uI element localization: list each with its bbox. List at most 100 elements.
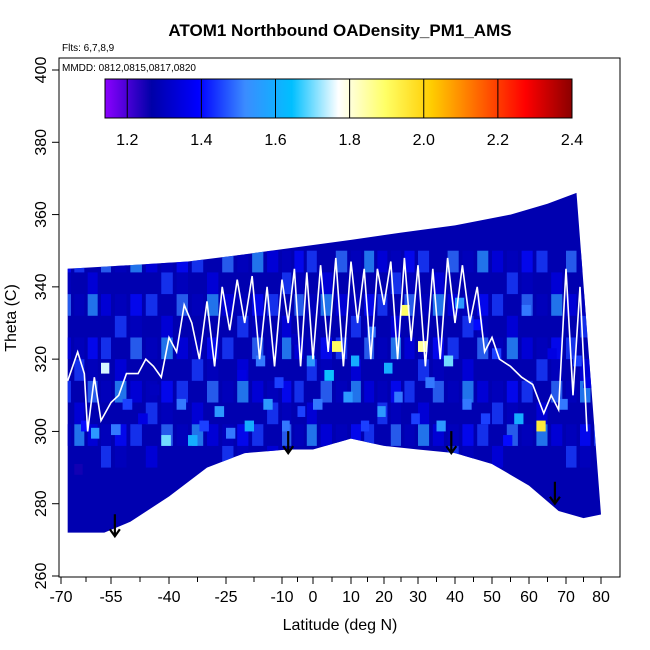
heatmap-cell [536, 420, 546, 432]
heatmap-cell [237, 369, 247, 381]
colorbar-tick-label: 1.4 [190, 132, 212, 149]
heatmap-band [536, 250, 548, 273]
heatmap-band [462, 445, 474, 468]
heatmap-band [130, 250, 142, 273]
heatmap-band [67, 380, 71, 403]
x-tick-label: -70 [49, 589, 72, 606]
y-tick-label: 260 [33, 563, 50, 590]
heatmap-cell [425, 377, 435, 389]
heatmap-band [222, 294, 234, 316]
heatmap-cell [291, 333, 300, 345]
heatmap-cell [492, 348, 502, 360]
data-region [67, 192, 601, 533]
heatmap-band [282, 315, 292, 338]
heatmap-band [306, 402, 317, 425]
heatmap-band [351, 445, 361, 468]
heatmap-band [130, 337, 142, 360]
heatmap-band [222, 445, 234, 468]
heatmap-band [306, 359, 317, 381]
heatmap-band [404, 380, 415, 403]
y-tick-label: 400 [33, 57, 50, 84]
heatmap-band [145, 294, 158, 316]
heatmap-band [67, 337, 71, 360]
heatmap-cell [297, 406, 306, 417]
heatmap-band [161, 272, 173, 295]
heatmap-band [432, 359, 444, 381]
heatmap-cell [263, 398, 273, 410]
heatmap-band [114, 359, 127, 381]
heatmap-band [492, 445, 504, 468]
heatmap-band [252, 424, 264, 446]
down-arrow-icon [282, 431, 295, 456]
heatmap-band [594, 250, 601, 273]
y-tick-label: 340 [33, 273, 50, 300]
heatmap-band [176, 250, 188, 273]
heatmap-cell [122, 398, 133, 410]
heatmap-band [536, 402, 548, 425]
heatmap-band [364, 337, 375, 360]
heatmap-cell [384, 362, 393, 374]
heatmap-band [351, 380, 361, 403]
x-tick-label: -55 [99, 589, 122, 606]
heatmap-cell [436, 420, 446, 432]
heatmap-band [237, 380, 249, 403]
heatmap-band [477, 380, 489, 403]
heatmap-band [294, 380, 304, 403]
heatmap-band [377, 445, 388, 468]
heatmap-band [432, 294, 444, 316]
heatmap-cell [455, 297, 465, 309]
heatmap-band [320, 294, 332, 316]
heatmap-band [462, 250, 474, 273]
heatmap-band [306, 250, 317, 273]
heatmap-band [252, 380, 264, 403]
heatmap-band [364, 250, 375, 273]
y-axis-label: Theta (C) [3, 284, 20, 352]
heatmap-band [74, 294, 85, 316]
heatmap-band [67, 294, 71, 316]
heatmap-band [101, 294, 111, 316]
colorbar-gradient [104, 78, 573, 119]
heatmap-cell [161, 435, 171, 446]
heatmap-band [87, 359, 98, 381]
heatmap-band [335, 445, 348, 468]
heatmap-band [536, 424, 548, 446]
heatmap-band [551, 380, 563, 403]
heatmap-band [114, 315, 127, 338]
heatmap-band [267, 445, 279, 468]
heatmap-band [282, 250, 292, 273]
heatmap-cell [401, 304, 410, 316]
heatmap-cell [226, 427, 236, 439]
heatmap-cell [255, 355, 266, 367]
heatmap-cell [274, 377, 284, 389]
x-axis: -70 -55 -40 -25 -10 0 10 20 30 40 50 60 70 80 [49, 576, 619, 606]
heatmap-band [594, 424, 601, 446]
heatmap-band [351, 359, 361, 381]
down-arrow-icon [108, 514, 121, 539]
x-tick-label: -40 [157, 589, 180, 606]
heatmap-band [237, 250, 249, 273]
heatmap-cell [101, 362, 110, 374]
colorbar-tick-label: 2.4 [561, 132, 583, 149]
heatmap-band [492, 250, 504, 273]
heatmap-band [67, 424, 71, 446]
heatmap-cell [214, 406, 225, 417]
heatmap-cell [367, 326, 376, 338]
heatmap-band [176, 337, 188, 360]
heatmap-band [294, 250, 304, 273]
heatmap-band [536, 359, 548, 381]
heatmap-band [176, 380, 188, 403]
heatmap-band [521, 337, 533, 360]
heatmap-band [101, 337, 111, 360]
heatmap-band [161, 380, 173, 403]
heatmap-band [267, 380, 279, 403]
heatmap-band [237, 294, 249, 316]
heatmap-band [282, 402, 292, 425]
heatmap-band [114, 294, 127, 316]
heatmap-band [222, 250, 234, 273]
x-tick-label: 10 [342, 589, 360, 606]
heatmap-band [335, 380, 348, 403]
heatmap-band [418, 359, 430, 381]
x-tick-label: 40 [446, 589, 464, 606]
heatmap-cell [573, 355, 582, 367]
